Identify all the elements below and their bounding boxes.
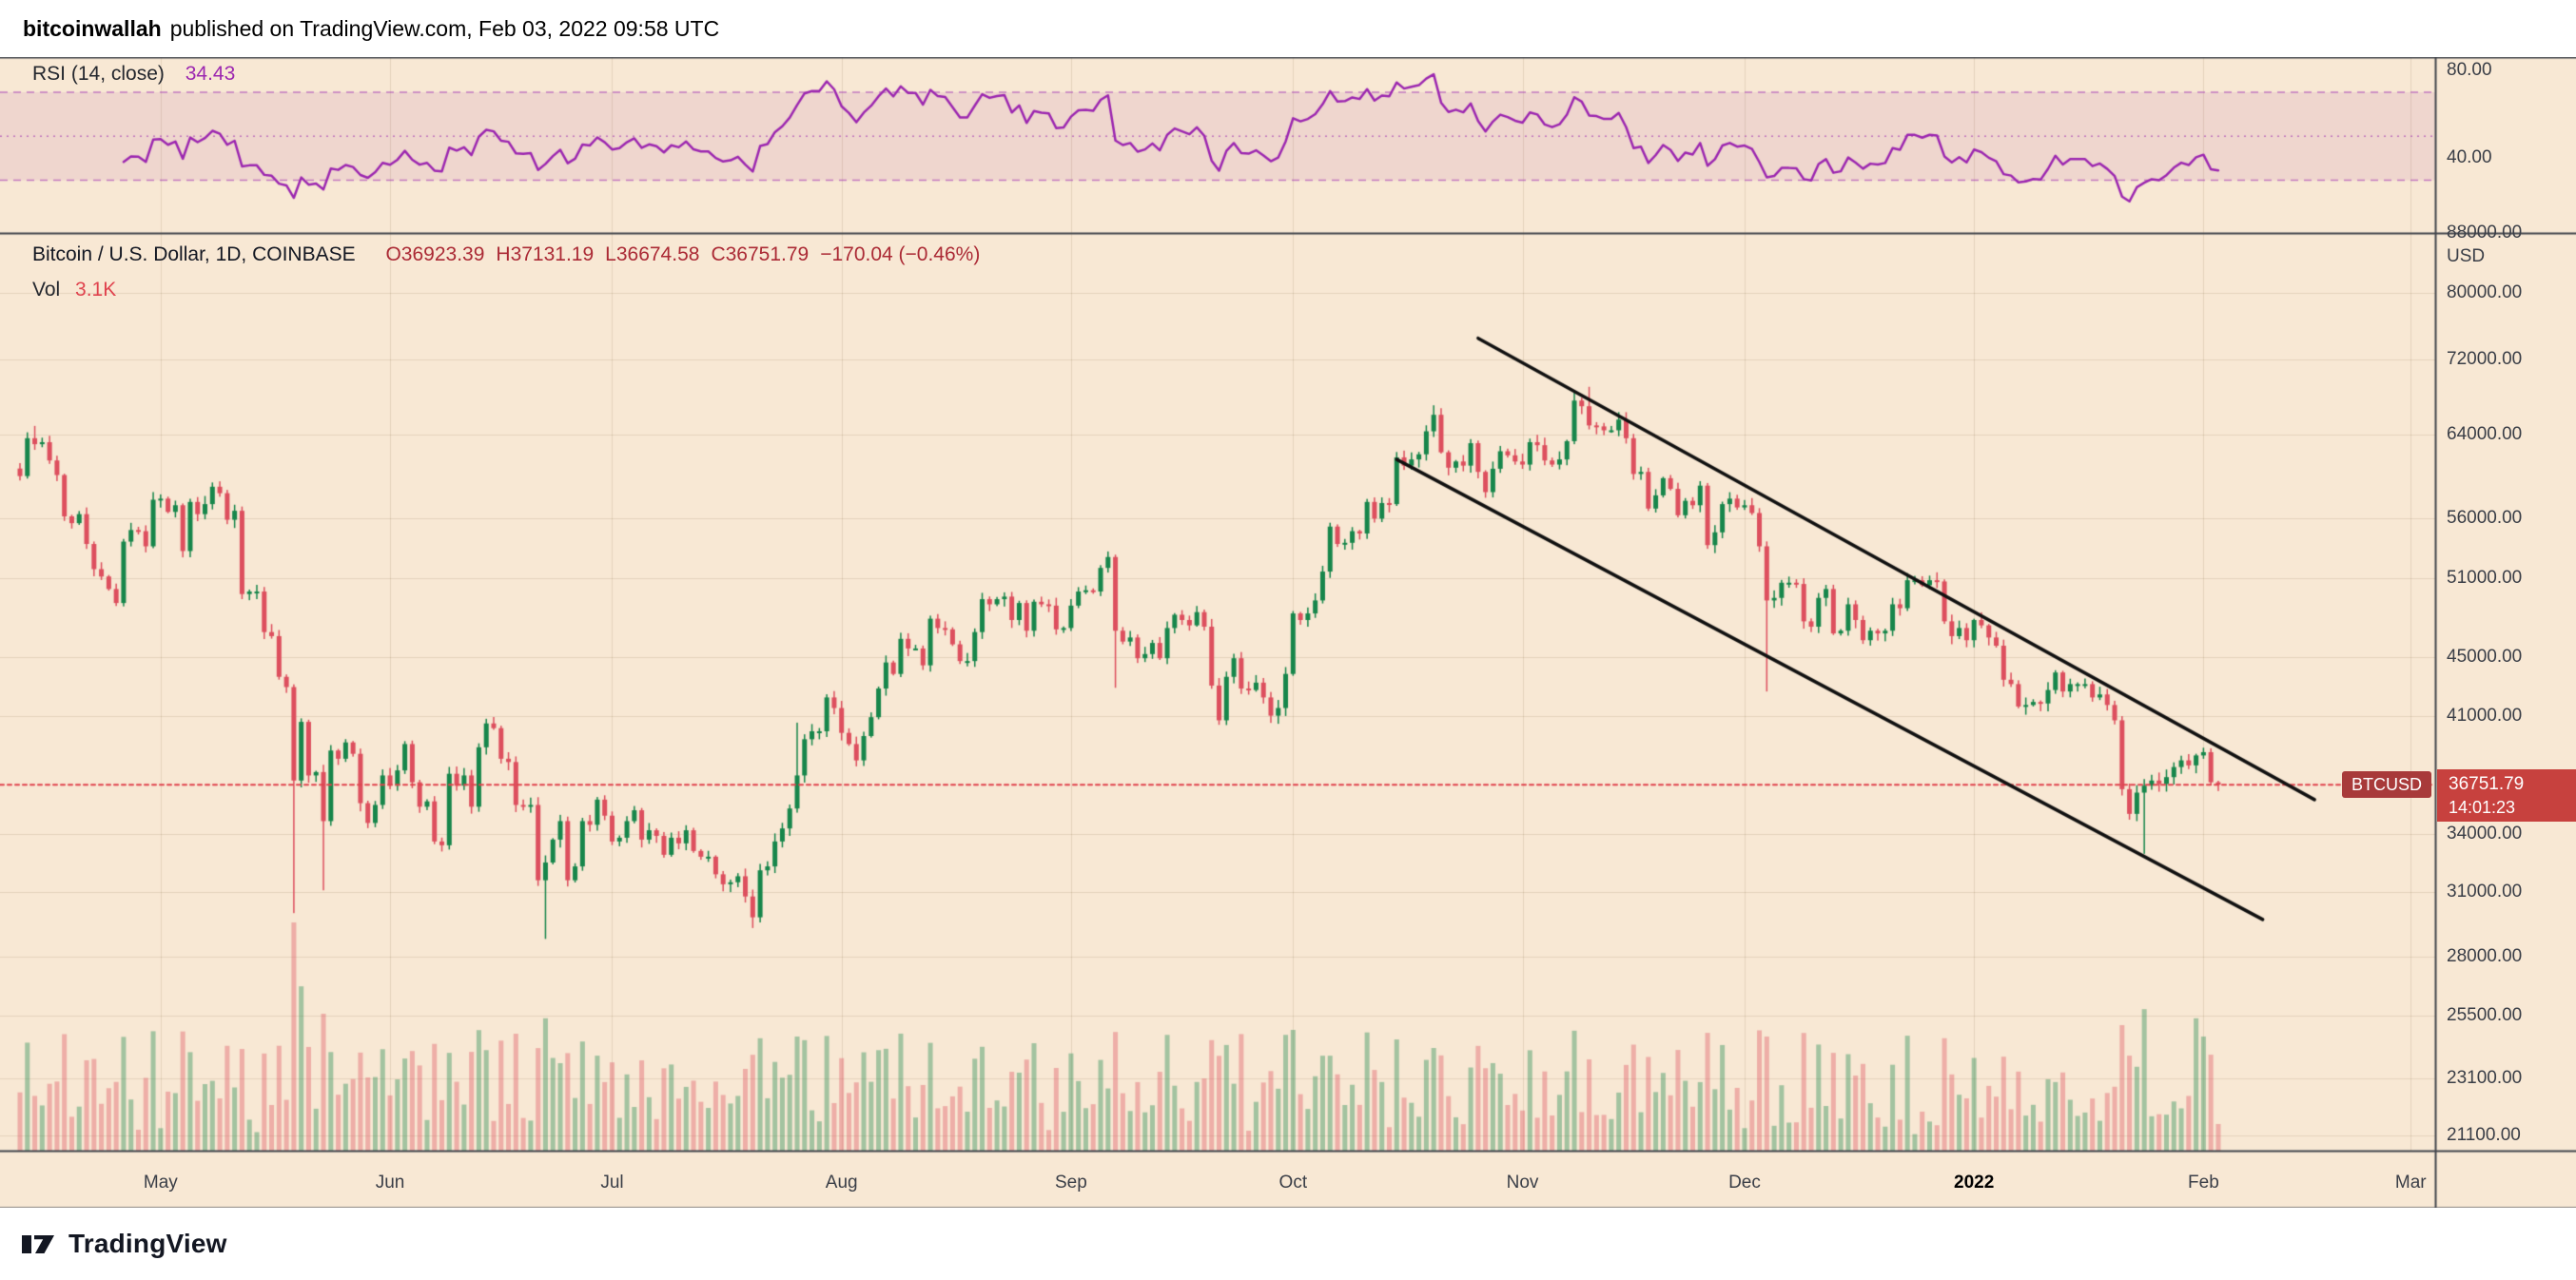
ohlc-letter: L [605,243,616,265]
tradingview-logo[interactable] [21,1229,57,1259]
symbol-price-tag-text: BTCUSD [2351,775,2422,795]
bar-countdown: 14:01:23 [2449,798,2516,818]
ohlc-letter: H [496,243,511,265]
ohlc-letter: O [385,243,401,265]
symbol-price-tag: BTCUSD [2341,771,2431,799]
volume-value: 3.1K [75,279,117,301]
symbol-legend[interactable]: Bitcoin / U.S. Dollar, 1D, COINBASE O369… [32,243,980,266]
ohlc-change: −170.04 (−0.46%) [820,243,981,265]
current-price-label: 36751.79 14:01:23 [2437,769,2576,823]
footer-bar: TradingView [0,1208,2576,1280]
volume-legend[interactable]: Vol 3.1K [32,279,116,301]
ohlc-letter: C [711,243,726,265]
rsi-legend[interactable]: RSI (14, close) 34.43 [32,63,235,86]
current-price-value: 36751.79 [2449,774,2525,795]
rsi-legend-label: RSI (14, close) [32,63,165,85]
brand-name: TradingView [68,1229,227,1258]
ohlc-value: 37131.19 [510,243,595,265]
ohlc-value: 36751.79 [725,243,810,265]
rsi-legend-value: 34.43 [185,63,236,85]
ohlc-values: O36923.39 H37131.19 L36674.58 C36751.79 −170… [374,243,980,265]
ohlc-value: 36923.39 [400,243,485,265]
volume-label: Vol [32,279,61,301]
publish-author: bitcoinwallah [23,15,162,41]
symbol-title: Bitcoin / U.S. Dollar, 1D, COINBASE [32,243,356,265]
ohlc-value: 36674.58 [615,243,700,265]
publish-bar: bitcoinwallah published on TradingView.c… [0,0,2576,57]
publish-text: published on TradingView.com, Feb 03, 20… [169,15,720,41]
